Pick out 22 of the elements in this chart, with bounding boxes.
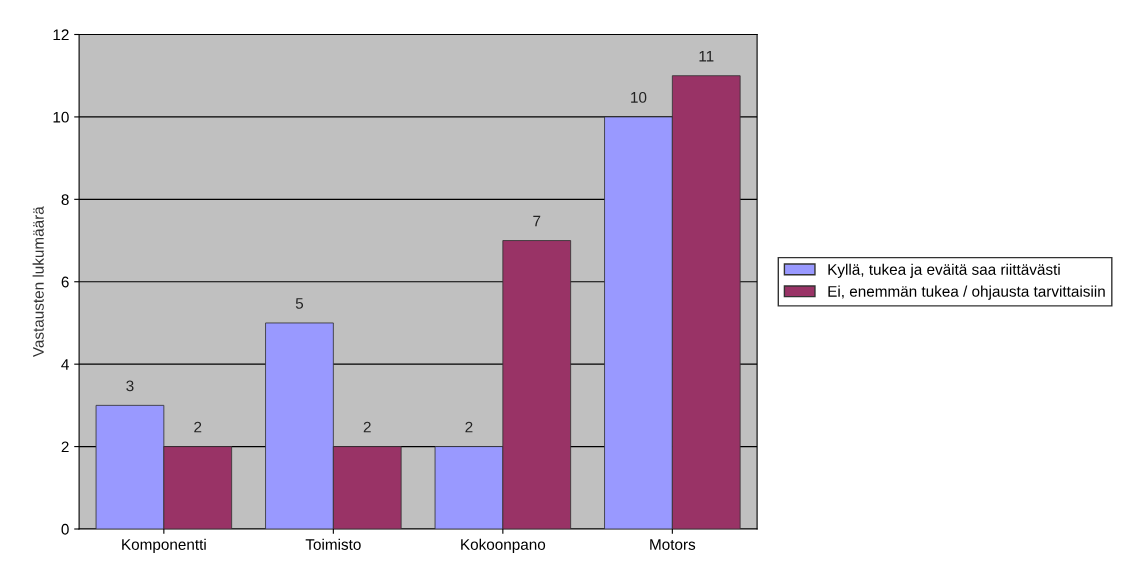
y-tick-label: 10 xyxy=(53,111,69,123)
y-axis-title: Vastausten lukumäärä xyxy=(32,206,44,358)
data-label: 11 xyxy=(699,50,714,62)
data-label: 2 xyxy=(194,421,202,433)
x-tick-label: Motors xyxy=(650,539,696,550)
data-label: 5 xyxy=(295,298,304,309)
legend-label: Kyllä, tukea ja eväitä saa riittävästi xyxy=(828,263,1060,278)
data-label: 7 xyxy=(533,215,541,227)
data-label: 2 xyxy=(363,421,371,433)
legend-label: Ei, enemmän tukea / ohjausta tarvittaisiin xyxy=(828,285,1105,300)
x-tick-label: Toimisto xyxy=(305,538,361,550)
y-tick-label: 4 xyxy=(61,359,69,370)
y-tick-label: 8 xyxy=(61,194,69,206)
y-tick-label: 12 xyxy=(53,29,69,41)
y-tick-label: 2 xyxy=(61,441,69,453)
data-label: 10 xyxy=(631,91,647,103)
data-label: 2 xyxy=(465,421,473,433)
x-tick-label: Kokoonpano xyxy=(461,538,546,553)
x-tick-label: Komponentti xyxy=(122,538,206,553)
y-tick-label: 6 xyxy=(61,276,69,288)
data-label: 3 xyxy=(126,380,134,392)
y-tick-label: 0 xyxy=(61,523,69,535)
